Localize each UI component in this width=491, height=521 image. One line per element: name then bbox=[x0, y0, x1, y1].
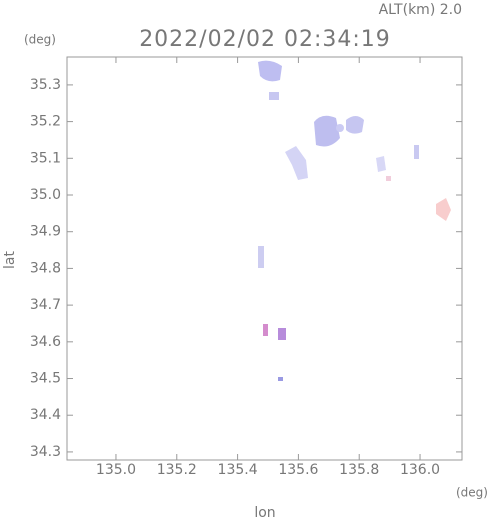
y-tick-label: 34.6 bbox=[30, 334, 61, 350]
y-tick-label: 34.9 bbox=[30, 224, 61, 240]
subtitle: ALT(km) 2.0 bbox=[379, 2, 462, 18]
echo bbox=[436, 198, 451, 221]
echo bbox=[386, 176, 391, 181]
y-unit: (deg) bbox=[24, 33, 56, 47]
echo bbox=[258, 246, 264, 268]
x-tick-label: 135.2 bbox=[157, 462, 197, 478]
echo bbox=[376, 156, 386, 172]
echo bbox=[314, 115, 340, 147]
y-tick-label: 35.0 bbox=[30, 187, 61, 203]
echo bbox=[278, 328, 286, 340]
echo bbox=[269, 92, 279, 100]
x-axis-label: lon bbox=[254, 505, 275, 521]
echo-regions bbox=[258, 60, 451, 381]
plot-frame bbox=[66, 56, 463, 461]
y-tick-label: 34.3 bbox=[30, 444, 61, 460]
x-tick-label: 135.6 bbox=[278, 462, 318, 478]
echo bbox=[258, 60, 282, 82]
x-tick-label: 135.0 bbox=[96, 462, 136, 478]
x-tick-label: 135.4 bbox=[218, 462, 258, 478]
y-tick-label: 35.1 bbox=[30, 150, 61, 166]
x-tick-label: 135.8 bbox=[339, 462, 379, 478]
echo bbox=[346, 116, 364, 134]
echo bbox=[414, 145, 419, 159]
y-tick-label: 34.4 bbox=[30, 407, 61, 423]
echo bbox=[278, 377, 283, 381]
y-tick-label: 34.5 bbox=[30, 371, 61, 387]
x-unit: (deg) bbox=[456, 486, 488, 500]
y-tick-label: 35.2 bbox=[30, 114, 61, 130]
y-tick-label: 35.3 bbox=[30, 77, 61, 93]
echo bbox=[336, 124, 344, 132]
echo bbox=[263, 324, 268, 336]
x-tick-label: 136.0 bbox=[400, 462, 440, 478]
y-tick-label: 34.8 bbox=[30, 260, 61, 276]
chart-title: 2022/02/02 02:34:19 bbox=[139, 27, 391, 52]
y-tick-label: 34.7 bbox=[30, 297, 61, 313]
y-axis-label: lat bbox=[2, 251, 18, 269]
echo bbox=[285, 146, 308, 180]
